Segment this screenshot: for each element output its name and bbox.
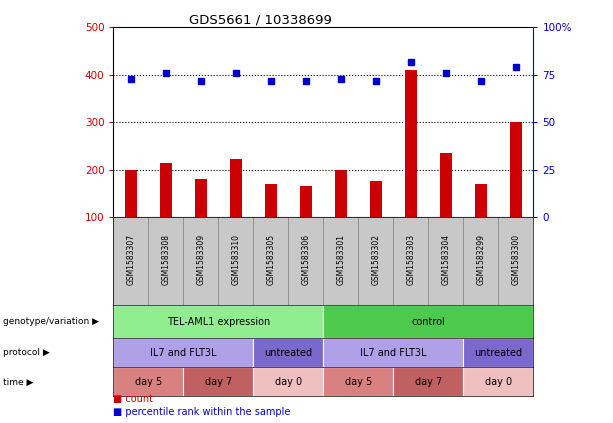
Bar — [183, 368, 253, 396]
Bar — [370, 181, 382, 217]
Bar — [428, 217, 463, 305]
Text: day 0: day 0 — [275, 377, 302, 387]
Text: GSM1583309: GSM1583309 — [196, 234, 205, 285]
Text: day 0: day 0 — [485, 377, 512, 387]
Text: GSM1583306: GSM1583306 — [302, 234, 310, 285]
Bar — [253, 217, 288, 305]
Text: day 7: day 7 — [415, 377, 442, 387]
Bar — [359, 217, 394, 305]
Text: GSM1583305: GSM1583305 — [267, 234, 275, 285]
Text: control: control — [411, 317, 445, 327]
Text: IL7 and FLT3L: IL7 and FLT3L — [360, 348, 427, 358]
Text: TEL-AML1 expression: TEL-AML1 expression — [167, 317, 270, 327]
Bar — [113, 338, 253, 368]
Bar — [253, 368, 324, 396]
Text: IL7 and FLT3L: IL7 and FLT3L — [150, 348, 216, 358]
Text: time ▶: time ▶ — [3, 377, 34, 387]
Text: GSM1583300: GSM1583300 — [511, 234, 520, 285]
Text: GSM1583301: GSM1583301 — [337, 234, 345, 285]
Text: GSM1583308: GSM1583308 — [161, 234, 170, 285]
Bar — [463, 338, 533, 368]
Bar — [160, 162, 172, 217]
Bar — [253, 338, 324, 368]
Text: GDS5661 / 10338699: GDS5661 / 10338699 — [189, 14, 332, 26]
Bar — [265, 184, 277, 217]
Bar — [288, 217, 324, 305]
Bar — [125, 170, 137, 217]
Bar — [113, 305, 324, 338]
Text: day 5: day 5 — [135, 377, 162, 387]
Bar — [324, 305, 533, 338]
Text: day 7: day 7 — [205, 377, 232, 387]
Text: GSM1583310: GSM1583310 — [231, 234, 240, 285]
Bar — [440, 153, 452, 217]
Text: untreated: untreated — [264, 348, 313, 358]
Bar — [148, 217, 183, 305]
Bar — [474, 184, 487, 217]
Bar — [195, 179, 207, 217]
Bar — [498, 217, 533, 305]
Bar — [463, 217, 498, 305]
Text: GSM1583304: GSM1583304 — [441, 234, 451, 285]
Text: protocol ▶: protocol ▶ — [3, 349, 50, 357]
Bar — [394, 368, 463, 396]
Bar — [218, 217, 253, 305]
Bar — [113, 368, 183, 396]
Bar — [509, 122, 522, 217]
Bar — [113, 217, 148, 305]
Text: ■ percentile rank within the sample: ■ percentile rank within the sample — [113, 407, 291, 417]
Bar — [300, 186, 312, 217]
Text: GSM1583302: GSM1583302 — [371, 234, 380, 285]
Text: genotype/variation ▶: genotype/variation ▶ — [3, 317, 99, 327]
Bar — [335, 170, 347, 217]
Text: GSM1583303: GSM1583303 — [406, 234, 416, 285]
Bar — [230, 159, 242, 217]
Text: ■ count: ■ count — [113, 394, 153, 404]
Text: untreated: untreated — [474, 348, 522, 358]
Bar — [394, 217, 428, 305]
Bar — [324, 368, 394, 396]
Text: GSM1583299: GSM1583299 — [476, 234, 485, 285]
Bar — [183, 217, 218, 305]
Bar — [324, 217, 359, 305]
Bar — [324, 338, 463, 368]
Bar — [463, 368, 533, 396]
Text: day 5: day 5 — [345, 377, 372, 387]
Text: GSM1583307: GSM1583307 — [126, 234, 135, 285]
Bar — [405, 70, 417, 217]
